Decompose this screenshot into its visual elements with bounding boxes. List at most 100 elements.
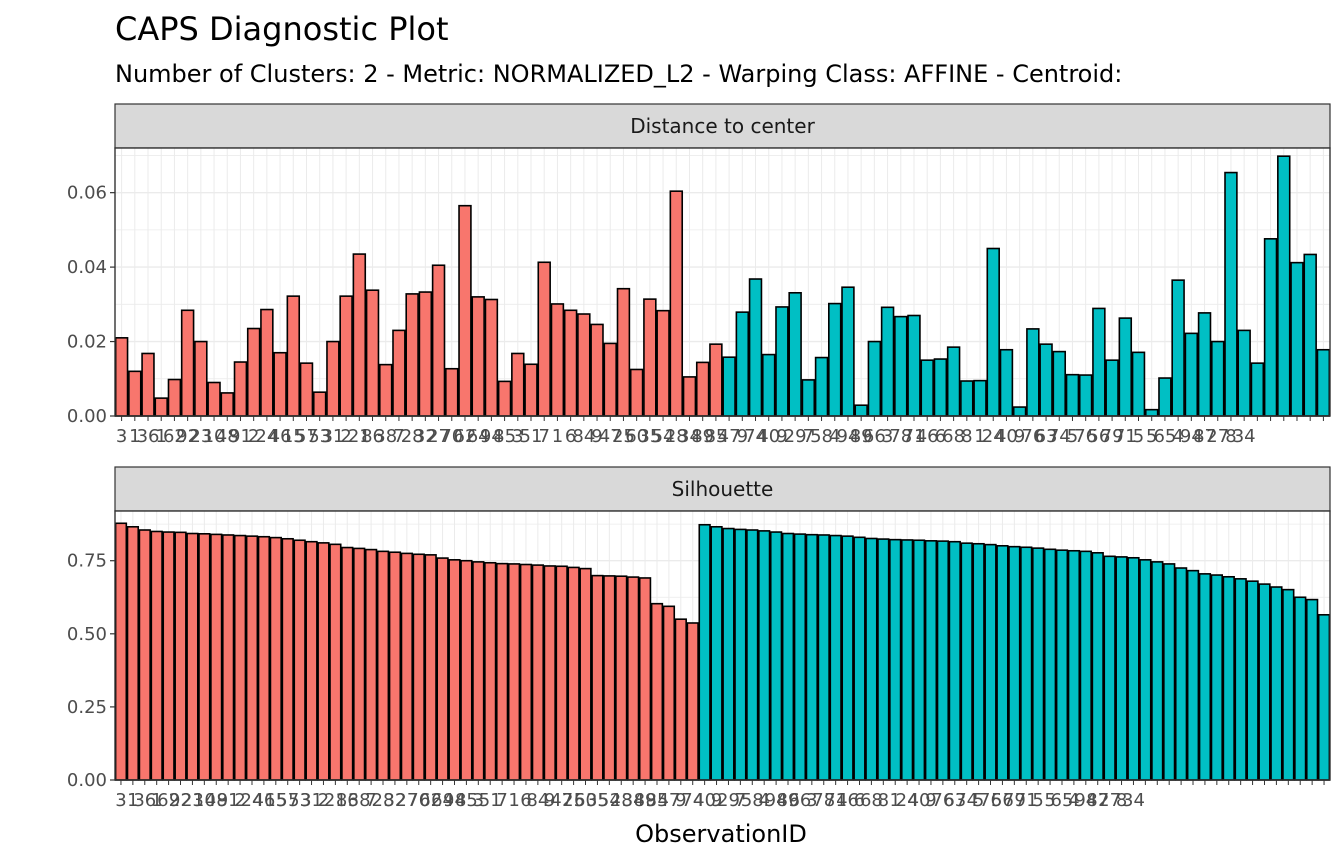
x-tick-label: 4: [1172, 426, 1183, 447]
x-tick-label: 9: [737, 426, 748, 447]
x-tick-label: 63: [943, 790, 966, 811]
x-tick-label: 76: [1021, 426, 1044, 447]
x-tick-label: 60: [625, 426, 648, 447]
x-tick-label: 4: [1068, 790, 1079, 811]
x-tick-label: 46: [916, 426, 939, 447]
facet-strip-label: Distance to center: [630, 114, 815, 138]
x-tick-label: 9: [591, 426, 602, 447]
bar-cluster-2: [924, 540, 938, 781]
x-tick-label: 87: [1193, 426, 1216, 447]
x-tick-label: 56: [991, 790, 1014, 811]
bar-cluster-1: [245, 535, 259, 781]
chart-title: CAPS Diagnostic Plot: [115, 10, 449, 48]
bar-cluster-2: [788, 291, 802, 417]
bar-cluster-2: [1139, 559, 1152, 781]
x-axis-title: ObservationID: [635, 820, 807, 848]
y-tick-label: 0.06: [67, 183, 107, 204]
bar-cluster-1: [436, 557, 449, 781]
bar-cluster-1: [674, 618, 687, 781]
x-tick-label: 9: [925, 790, 936, 811]
bar-cluster-1: [603, 575, 616, 781]
x-tick-label: 47: [718, 426, 741, 447]
x-tick-label: 68: [942, 426, 965, 447]
x-tick-label: 9: [711, 790, 722, 811]
x-tick-label: 3: [115, 790, 126, 811]
x-tick-label: 1: [552, 426, 563, 447]
x-tick-label: 62: [454, 426, 477, 447]
x-tick-label: 32: [383, 790, 406, 811]
x-tick-label: 85: [646, 790, 669, 811]
bar-cluster-1: [519, 563, 533, 781]
x-tick-label: 31: [300, 790, 323, 811]
bar-cluster-1: [603, 342, 617, 417]
bar-cluster-2: [817, 534, 830, 781]
bar-cluster-1: [220, 392, 234, 417]
bar-cluster-1: [537, 261, 551, 417]
bar-cluster-1: [352, 253, 367, 417]
bar-cluster-2: [814, 356, 829, 417]
x-tick-label: 36: [133, 790, 156, 811]
x-tick-label: 71: [903, 426, 926, 447]
x-tick-label: 92: [169, 790, 192, 811]
bar-cluster-1: [329, 543, 342, 781]
x-tick-label: 71: [1114, 426, 1137, 447]
x-tick-label: 1: [974, 426, 985, 447]
x-tick-label: 79: [1101, 426, 1124, 447]
bar-cluster-2: [775, 306, 789, 417]
x-tick-label: 86: [336, 790, 359, 811]
x-tick-label: 57: [276, 790, 299, 811]
bar-cluster-1: [400, 552, 413, 781]
bar-cluster-1: [563, 309, 578, 417]
bar-cluster-2: [1210, 574, 1223, 781]
bar-cluster-1: [141, 352, 155, 417]
x-tick-label: 79: [1003, 790, 1026, 811]
x-tick-label: 8: [1225, 426, 1236, 447]
bar-cluster-2: [805, 533, 818, 781]
x-tick-label: 8: [1116, 790, 1127, 811]
bar-cluster-2: [829, 534, 842, 781]
bar-cluster-2: [793, 533, 807, 781]
x-tick-label: 34: [1122, 790, 1145, 811]
x-tick-label: 74: [955, 790, 978, 811]
bar-cluster-2: [1032, 547, 1045, 781]
bar-cluster-1: [507, 563, 521, 781]
bar-cluster-2: [877, 538, 890, 781]
chart-subtitle: Number of Clusters: 2 - Metric: NORMALIZ…: [115, 60, 1122, 88]
bar-cluster-2: [900, 539, 914, 781]
bar-cluster-2: [735, 311, 750, 417]
x-tick-label: 46: [269, 426, 292, 447]
x-tick-label: 89: [777, 790, 800, 811]
bar-cluster-1: [222, 534, 235, 781]
x-tick-label: 58: [810, 426, 833, 447]
x-tick-label: 71: [1015, 790, 1038, 811]
bar-cluster-1: [458, 204, 472, 417]
bar-cluster-2: [1317, 613, 1331, 781]
bar-cluster-2: [1224, 171, 1238, 417]
x-tick-label: 10: [203, 426, 226, 447]
bar-cluster-2: [1012, 406, 1027, 417]
x-tick-label: 24: [255, 426, 278, 447]
bar-cluster-1: [154, 397, 168, 417]
bar-cluster-1: [497, 380, 512, 417]
bar-cluster-2: [972, 542, 985, 781]
x-tick-label: 34: [1233, 426, 1256, 447]
bar-cluster-2: [1222, 575, 1235, 781]
bar-cluster-2: [920, 359, 934, 417]
bar-cluster-1: [511, 352, 525, 417]
bar-cluster-1: [616, 287, 631, 417]
y-tick-label: 0.00: [67, 770, 107, 791]
x-tick-label: 92: [176, 426, 199, 447]
bar-cluster-2: [1263, 238, 1278, 417]
bar-cluster-1: [312, 391, 327, 417]
bar-cluster-2: [973, 379, 987, 417]
bar-cluster-2: [698, 523, 711, 781]
bar-cluster-1: [233, 361, 248, 417]
bar-cluster-2: [1211, 340, 1225, 417]
x-tick-label: 29: [784, 426, 807, 447]
x-tick-label: 38: [374, 426, 397, 447]
x-tick-label: 5: [1133, 426, 1144, 447]
y-tick-label: 0.02: [67, 332, 107, 353]
bar-cluster-1: [656, 309, 670, 417]
